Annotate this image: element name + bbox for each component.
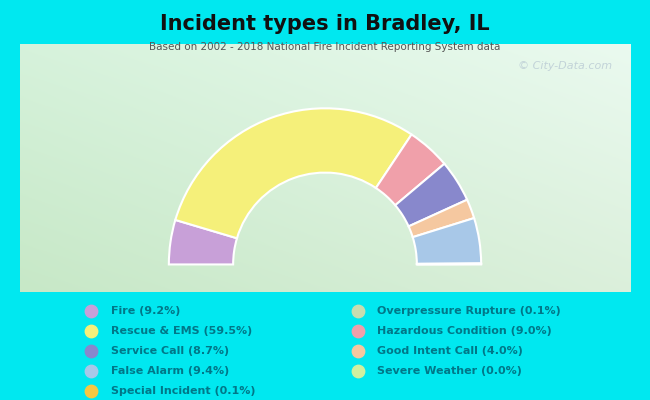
Text: Overpressure Rupture (0.1%): Overpressure Rupture (0.1%) xyxy=(377,306,561,316)
Text: Special Incident (0.1%): Special Incident (0.1%) xyxy=(111,386,255,396)
Text: Hazardous Condition (9.0%): Hazardous Condition (9.0%) xyxy=(377,326,552,336)
Text: Based on 2002 - 2018 National Fire Incident Reporting System data: Based on 2002 - 2018 National Fire Incid… xyxy=(150,42,500,52)
Text: Rescue & EMS (59.5%): Rescue & EMS (59.5%) xyxy=(111,326,252,336)
Text: Fire (9.2%): Fire (9.2%) xyxy=(111,306,180,316)
Text: Service Call (8.7%): Service Call (8.7%) xyxy=(111,346,229,356)
Point xyxy=(352,348,363,355)
Wedge shape xyxy=(409,200,474,237)
Point xyxy=(352,328,363,335)
Text: Severe Weather (0.0%): Severe Weather (0.0%) xyxy=(377,366,522,376)
Point xyxy=(86,328,96,335)
Point xyxy=(86,388,96,394)
Point xyxy=(352,308,363,315)
Text: False Alarm (9.4%): False Alarm (9.4%) xyxy=(111,366,229,376)
Text: Incident types in Bradley, IL: Incident types in Bradley, IL xyxy=(160,14,490,34)
Point xyxy=(352,368,363,374)
Wedge shape xyxy=(413,218,481,264)
Text: Good Intent Call (4.0%): Good Intent Call (4.0%) xyxy=(377,346,523,356)
Point xyxy=(86,348,96,355)
Point xyxy=(86,368,96,374)
Point xyxy=(86,308,96,315)
Wedge shape xyxy=(395,164,467,226)
Text: © City-Data.com: © City-Data.com xyxy=(518,61,612,71)
Wedge shape xyxy=(376,134,445,205)
Wedge shape xyxy=(176,108,411,238)
Wedge shape xyxy=(169,220,237,264)
